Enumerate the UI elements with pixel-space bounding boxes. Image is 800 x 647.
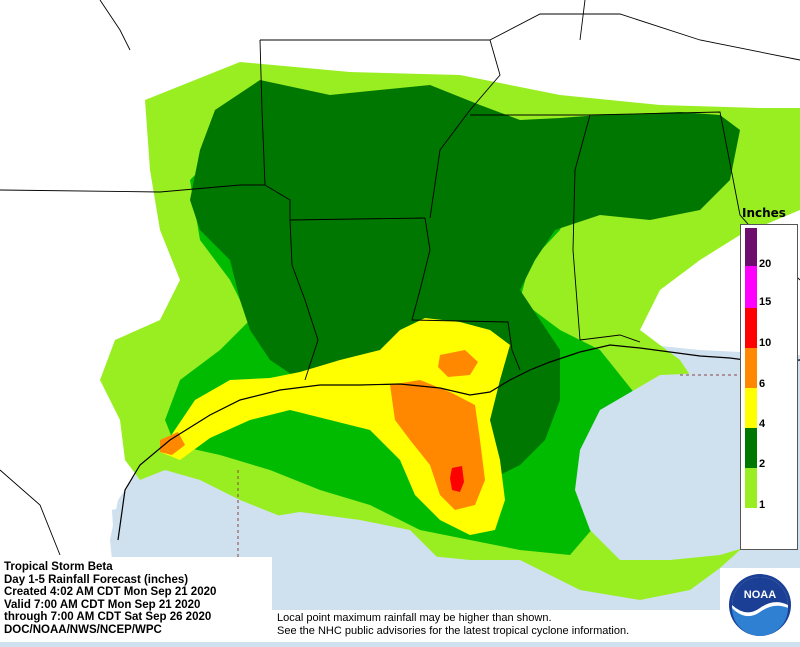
rain-zone-red (450, 466, 464, 492)
rain-zone-yellow (160, 318, 510, 535)
legend-swatch (745, 388, 757, 428)
disclaimer-note: Local point maximum rainfall may be high… (272, 610, 720, 642)
coastline (117, 344, 800, 541)
disclaimer-line-2: See the NHC public advisories for the la… (277, 625, 630, 637)
rain-zone-orange-west (160, 432, 185, 455)
legend-color-bar (745, 228, 757, 546)
created-time: Created 4:02 AM CDT Mon Sep 21 2020 (4, 586, 217, 598)
legend-label-2: 2 (759, 458, 766, 470)
legend-swatch (745, 228, 757, 266)
legend-box (740, 224, 798, 550)
logo-area: NOAA (720, 568, 800, 642)
legend-swatch (745, 266, 757, 308)
legend-label-4: 4 (759, 418, 766, 430)
legend-swatch (745, 308, 757, 348)
legend-label-10: 10 (759, 337, 772, 349)
info-box: Tropical Storm Beta Day 1-5 Rainfall For… (0, 557, 272, 642)
legend-label-1: 1 (759, 499, 766, 511)
legend-label-20: 20 (759, 258, 772, 270)
disclaimer-line-1: Local point maximum rainfall may be high… (277, 612, 552, 624)
legend: Inches 20 15 10 6 4 2 1 (740, 206, 800, 550)
valid-end: through 7:00 AM CDT Sat Sep 26 2020 (4, 611, 212, 623)
noaa-logo: NOAA (729, 574, 791, 636)
legend-swatch (745, 348, 757, 388)
storm-name: Tropical Storm Beta (4, 561, 113, 573)
gulf-water (240, 512, 440, 642)
legend-label-6: 6 (759, 378, 766, 390)
legend-swatch (745, 508, 757, 546)
noaa-logo-text: NOAA (744, 589, 776, 601)
forecast-title: Day 1-5 Rainfall Forecast (inches) (4, 573, 189, 586)
rain-zone-orange-north (438, 350, 478, 377)
state-boundaries (0, 0, 800, 556)
source-credit: DOC/NOAA/NWS/NCEP/WPC (4, 623, 162, 636)
legend-swatch (745, 428, 757, 468)
legend-title: Inches (742, 206, 786, 220)
legend-label-15: 15 (759, 296, 772, 308)
valid-start: Valid 7:00 AM CDT Mon Sep 21 2020 (4, 598, 201, 611)
legend-swatch (745, 468, 757, 508)
